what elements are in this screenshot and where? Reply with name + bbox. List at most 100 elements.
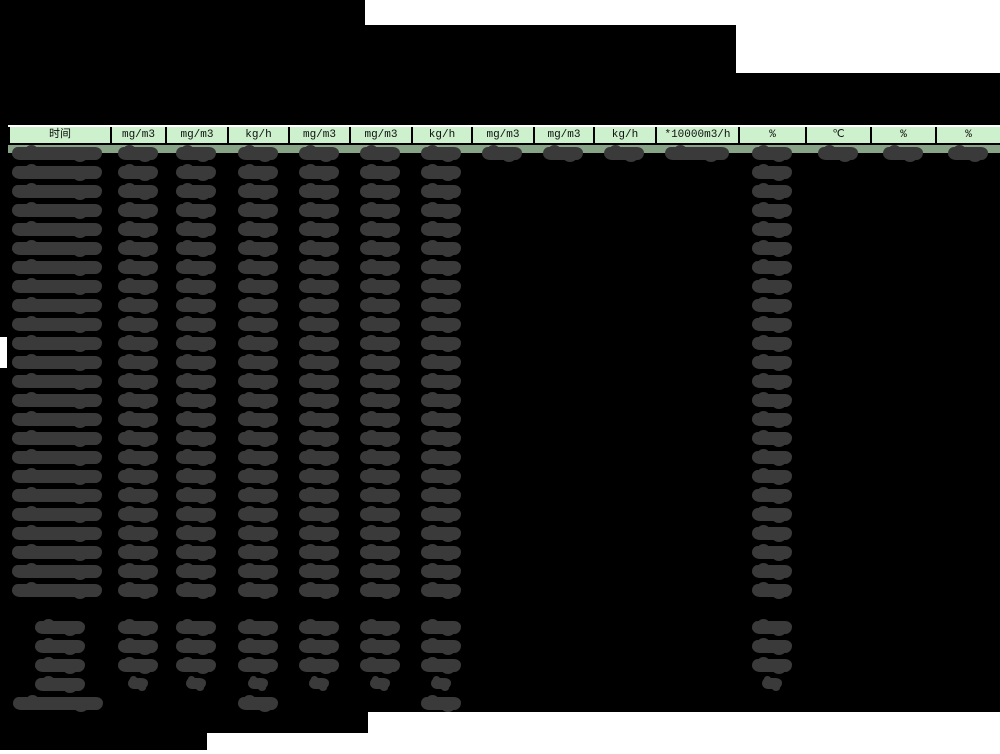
redaction-blob [118, 259, 158, 276]
redaction-blob [238, 638, 278, 655]
redaction-blob [360, 259, 400, 276]
redaction-blob [299, 411, 339, 428]
header-cell-14: % [870, 127, 935, 143]
redaction-blob [12, 164, 102, 181]
redaction-blob [238, 487, 278, 504]
redaction-blob [421, 544, 461, 561]
redaction-blob [176, 354, 216, 371]
paper-margin-bottom-left [0, 750, 207, 754]
redaction-blob [176, 657, 216, 674]
redaction-blob [118, 202, 158, 219]
redaction-blob [118, 582, 158, 599]
redaction-blob [360, 657, 400, 674]
redaction-blob [421, 506, 461, 523]
redaction-blob [752, 373, 792, 390]
redaction-blob [118, 221, 158, 238]
header-cell-12: % [738, 127, 805, 143]
redaction-blob [12, 411, 102, 428]
redaction-blob [238, 695, 278, 712]
header-cell-13: ℃ [805, 127, 870, 143]
redaction-blob [238, 449, 278, 466]
redaction-blob [118, 316, 158, 333]
redaction-blob [299, 354, 339, 371]
header-cell-15: % [935, 127, 1000, 143]
redaction-blob [482, 145, 522, 162]
redaction-blob [752, 657, 792, 674]
redaction-blob [238, 582, 278, 599]
redaction-blob [360, 354, 400, 371]
redaction-blob [360, 525, 400, 542]
redaction-blob [176, 278, 216, 295]
redaction-blob [35, 676, 85, 693]
paper-margin-top-right [736, 25, 1000, 73]
redaction-blob [818, 145, 858, 162]
redaction-blob [176, 202, 216, 219]
redaction-blob [118, 544, 158, 561]
header-cell-label: *10000m3/h [664, 129, 731, 141]
redaction-blob [12, 582, 102, 599]
redaction-blob [421, 657, 461, 674]
redaction-blob [299, 392, 339, 409]
redaction-blob [299, 316, 339, 333]
redaction-blob [176, 563, 216, 580]
redaction-blob [12, 373, 102, 390]
redaction-blob [118, 430, 158, 447]
redaction-blob [752, 297, 792, 314]
redaction-blob [360, 316, 400, 333]
redaction-blob [238, 411, 278, 428]
redaction-blob [421, 449, 461, 466]
header-cell-9: mg/m3 [533, 127, 593, 143]
redaction-blob [12, 506, 102, 523]
redaction-blob [752, 525, 792, 542]
redaction-blob [238, 278, 278, 295]
header-cell-label: mg/m3 [180, 129, 214, 141]
redaction-blob [176, 145, 216, 162]
redaction-blob [883, 145, 923, 162]
redaction-blob [299, 221, 339, 238]
redaction-blob [118, 183, 158, 200]
redaction-blob [118, 354, 158, 371]
redaction-blob [299, 525, 339, 542]
redaction-blob [752, 468, 792, 485]
redaction-blob [421, 487, 461, 504]
header-cell-label: kg/h [611, 129, 639, 141]
header-cell-11: *10000m3/h [655, 127, 738, 143]
redaction-blob [186, 676, 206, 691]
redaction-blob [752, 164, 792, 181]
redaction-blob [299, 582, 339, 599]
header-cell-label: % [900, 129, 907, 141]
redaction-blob [299, 240, 339, 257]
redaction-blob [238, 164, 278, 181]
header-cell-1: 时间 [8, 127, 110, 143]
redaction-blob [12, 145, 102, 162]
redaction-blob [118, 619, 158, 636]
redaction-blob [421, 411, 461, 428]
redaction-blob [238, 240, 278, 257]
redaction-blob [360, 373, 400, 390]
redaction-blob [13, 695, 103, 712]
redaction-blob [360, 164, 400, 181]
redaction-blob [238, 316, 278, 333]
redaction-blob [12, 544, 102, 561]
paper-margin-top-strip [365, 0, 1000, 25]
redaction-blob [238, 259, 278, 276]
redaction-blob [176, 183, 216, 200]
redaction-blob [118, 468, 158, 485]
redaction-blob [752, 582, 792, 599]
redaction-blob [421, 582, 461, 599]
redaction-blob [752, 487, 792, 504]
redaction-blob [421, 202, 461, 219]
redaction-blob [176, 638, 216, 655]
redaction-blob [118, 392, 158, 409]
redaction-blob [12, 221, 102, 238]
redaction-blob [421, 259, 461, 276]
redaction-blob [238, 544, 278, 561]
redaction-blob [299, 430, 339, 447]
redaction-blob [752, 145, 792, 162]
redaction-blob [360, 335, 400, 352]
table-top-border [8, 125, 1000, 127]
redaction-blob [299, 506, 339, 523]
redaction-blob [176, 449, 216, 466]
paper-margin-left-sliver [0, 337, 7, 368]
redaction-blob [762, 676, 782, 691]
